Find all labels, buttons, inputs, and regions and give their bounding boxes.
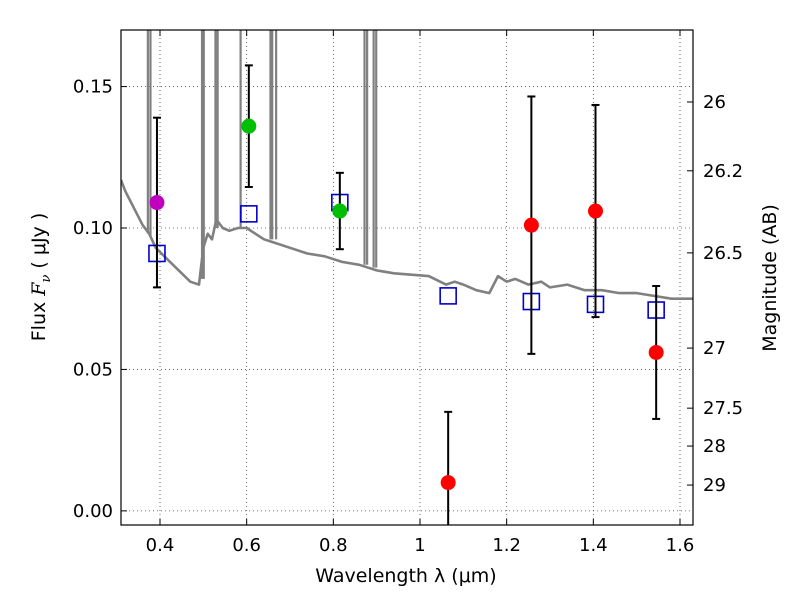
mag-tick-label: 26 <box>703 92 726 113</box>
y-axis-label-symbol: F <box>28 282 50 297</box>
y-tick-label: 0.00 <box>73 501 113 522</box>
x-tick-label: 0.4 <box>146 535 175 556</box>
grid-lines <box>121 30 693 525</box>
mag-tick-label: 27 <box>703 338 726 359</box>
y-tick-label: 0.10 <box>73 218 113 239</box>
x-tick-label: 0.6 <box>232 535 261 556</box>
plot-frame <box>120 29 694 526</box>
mag-tick-label: 27.5 <box>703 398 743 419</box>
model-photometry-square <box>439 287 457 305</box>
y-tick-label: 0.05 <box>73 359 113 380</box>
observed-flux-point <box>588 203 603 219</box>
x-tick-label: 0.8 <box>319 535 348 556</box>
x-tick-label: 1.2 <box>492 535 521 556</box>
observed-flux-point <box>332 203 348 219</box>
x-tick-label: 1.6 <box>666 535 695 556</box>
x-tick-label: 1.4 <box>579 535 608 556</box>
observed-flux-point <box>523 217 539 233</box>
y-axis-label-suffix: ( μJy ) <box>28 213 50 275</box>
y-axis-label-prefix: Flux <box>28 296 50 342</box>
mag-tick-label: 29 <box>703 475 726 496</box>
observed-flux-point <box>440 475 456 491</box>
observed-flux-point <box>149 195 165 211</box>
axis-ticks: 0.4 0.6 0.8 1 1.2 1.4 1.6 0.00 0.05 0.10 0.15 26 26.… <box>73 30 743 556</box>
mag-tick-label: 28 <box>703 436 726 457</box>
model-sed-line <box>121 179 693 300</box>
mag-tick-label: 26.2 <box>703 161 743 182</box>
right-axis-label: Magnitude (AB) <box>759 204 781 352</box>
plot-data <box>121 30 693 525</box>
y-tick-label: 0.15 <box>73 77 113 98</box>
x-axis-label: Wavelength λ (μm) <box>315 565 496 587</box>
y-axis-label: Flux Fν ( μJy ) <box>28 213 54 342</box>
model-photometry-square <box>240 205 258 223</box>
observed-flux-point <box>648 344 664 360</box>
mag-tick-label: 26.5 <box>703 243 743 264</box>
observed-flux-point <box>241 118 257 134</box>
x-tick-label: 1 <box>414 535 425 556</box>
y-axis-label-subscript: ν <box>39 275 54 283</box>
